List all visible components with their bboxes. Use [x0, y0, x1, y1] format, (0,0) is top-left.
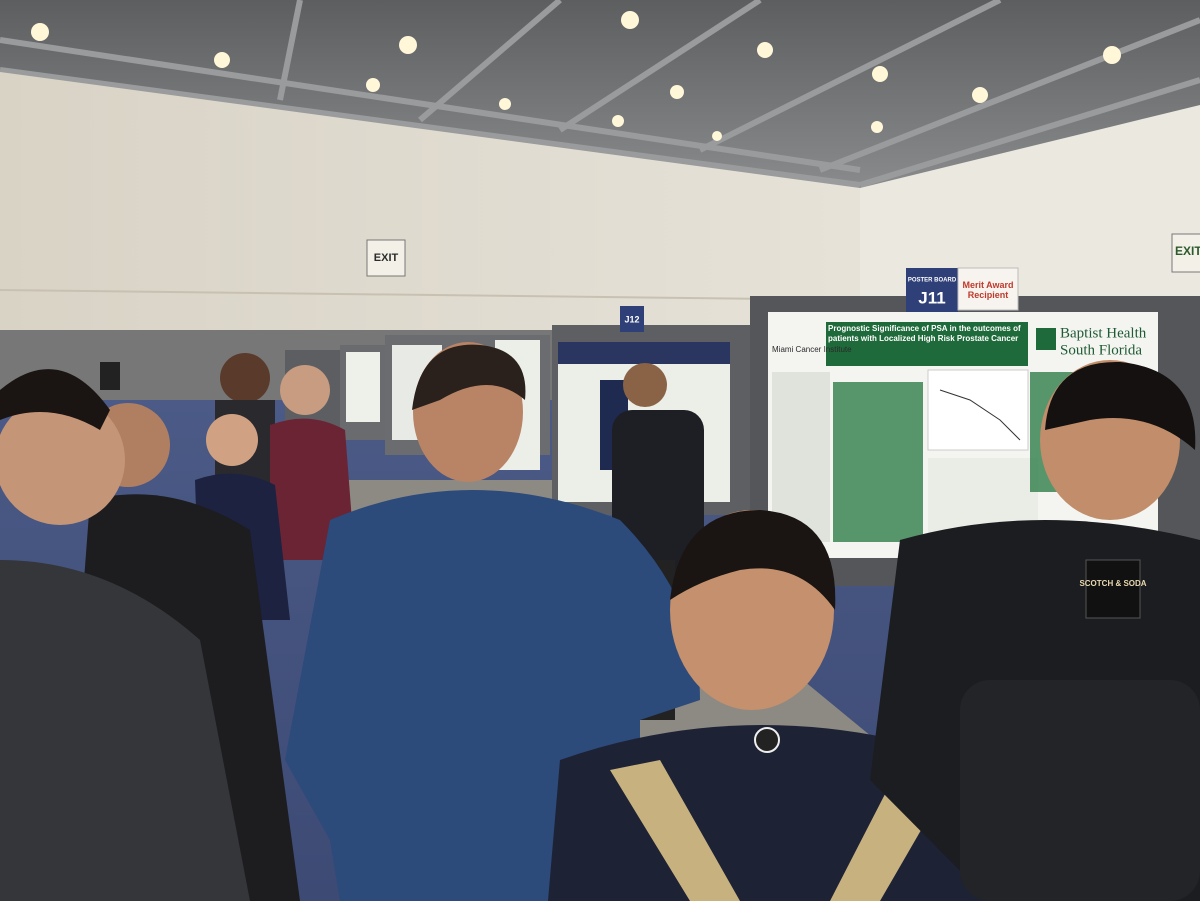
award-wrap: Merit Award Recipient [962, 280, 1014, 300]
poster-figure [927, 369, 1029, 451]
poster-title-bar [826, 322, 1028, 366]
poster-title-wrap: Prognostic Significance of PSA in the ou… [828, 324, 1021, 343]
poster [346, 352, 380, 422]
exit-sign [1171, 233, 1200, 273]
award-sign [957, 267, 1019, 311]
board-number: J11 [918, 288, 945, 307]
board-label: POSTER BOARD [908, 278, 957, 284]
people [0, 342, 1200, 901]
poster-title: Prognostic Significance of PSA in the ou… [828, 324, 1021, 343]
wall-seam [0, 289, 861, 301]
poster-header [558, 342, 730, 364]
board-number: J12 [624, 314, 639, 324]
patch-text: SCOTCH & SODA [1079, 579, 1146, 588]
board-sign [906, 268, 958, 316]
award-text: Merit Award Recipient [962, 280, 1014, 300]
exit-text: EXIT [1175, 244, 1200, 258]
board-sign [620, 306, 644, 332]
logo-mark [1036, 328, 1056, 350]
exit-text: EXIT [374, 252, 399, 264]
ceiling-trusses [0, 0, 1200, 188]
ceiling-lights [31, 11, 1121, 141]
logo-text: South Florida [1060, 342, 1142, 358]
logo-text: Baptist Health [1060, 325, 1147, 341]
exit-sign [366, 239, 406, 277]
poster-institution: Miami Cancer Institute [772, 345, 852, 354]
poster-curve [939, 389, 1021, 441]
back-wall [0, 72, 860, 330]
poster-table [833, 382, 923, 542]
